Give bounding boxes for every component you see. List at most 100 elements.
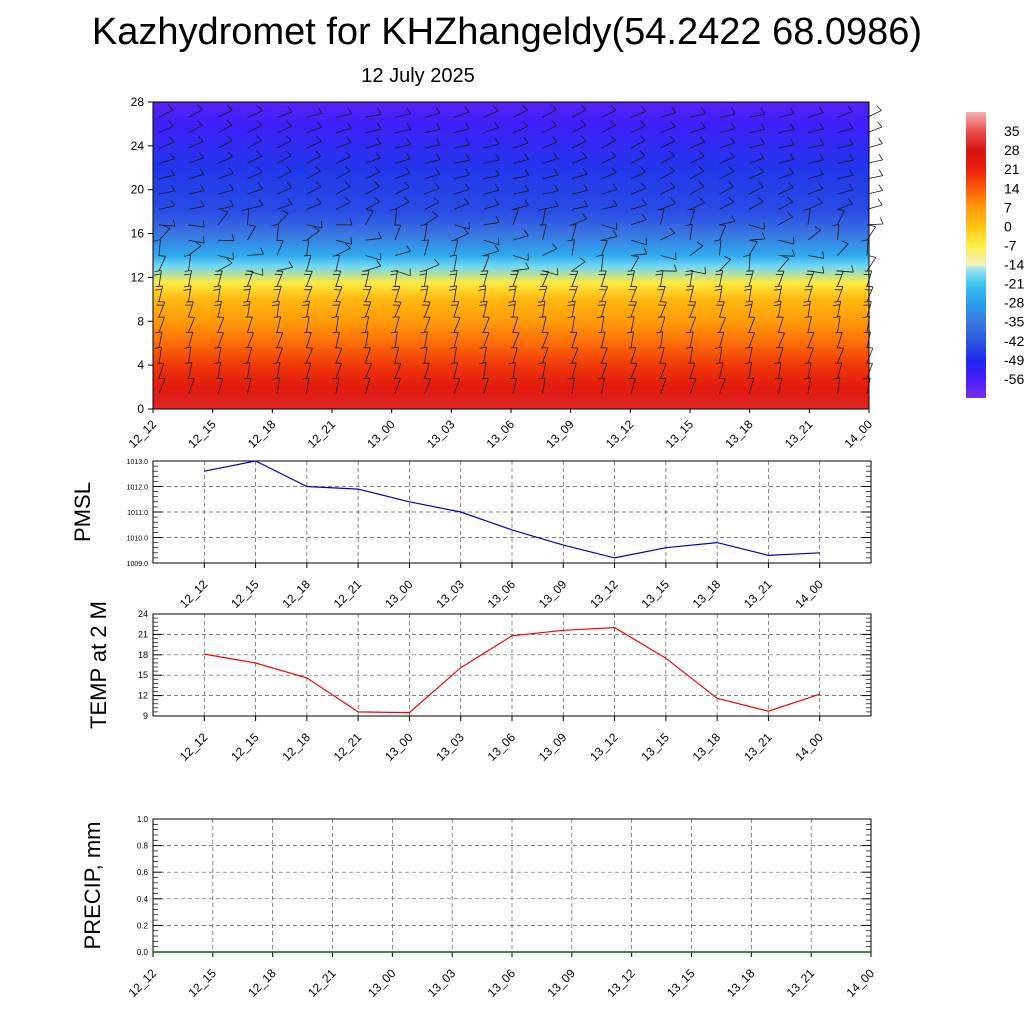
wind-barb <box>864 285 874 302</box>
wind-barb <box>719 181 734 195</box>
wind-barb <box>217 135 233 149</box>
wind-barb <box>333 285 343 302</box>
colorbar-label: 21 <box>1004 161 1020 177</box>
wind-barb <box>306 136 322 149</box>
wind-barb <box>390 270 398 287</box>
wind-barb <box>601 167 617 180</box>
wind-barb <box>483 237 500 246</box>
wind-barb <box>449 346 457 363</box>
wind-barb <box>185 362 193 379</box>
wind-barb <box>365 152 381 164</box>
wind-barb <box>567 316 575 333</box>
wind-barb <box>365 181 380 195</box>
wind-barb <box>660 198 676 210</box>
wind-barb <box>837 105 853 118</box>
wind-barb <box>453 183 470 195</box>
wind-barb <box>453 168 470 180</box>
y-tick-label: 1009.0 <box>127 561 149 568</box>
wind-barb <box>423 378 431 394</box>
wind-barb <box>393 362 402 379</box>
wind-barb <box>689 241 704 256</box>
y-tick-label: 1011.0 <box>127 510 148 517</box>
wind-barb <box>158 120 174 134</box>
wind-barb <box>306 121 322 134</box>
wind-barb <box>542 104 557 118</box>
wind-barb <box>362 377 371 394</box>
wind-barb <box>773 285 783 302</box>
wind-barb <box>188 199 205 210</box>
wind-barb <box>335 136 352 149</box>
wind-barb <box>276 210 289 226</box>
wind-barb <box>247 183 263 195</box>
x-tick-label: 13_00 <box>364 417 398 451</box>
wind-barb <box>689 121 706 134</box>
wind-barb <box>778 123 795 134</box>
wind-barb <box>244 347 253 364</box>
wind-barb <box>567 377 575 394</box>
wind-barb <box>483 105 499 118</box>
wind-barb <box>450 362 458 379</box>
wind-barb <box>837 183 854 195</box>
wind-barb <box>153 270 162 287</box>
wind-barb <box>630 255 640 271</box>
wind-barb <box>303 362 312 379</box>
x-tick-label: 13_03 <box>433 577 467 611</box>
wind-barb <box>187 316 195 333</box>
wind-barb <box>778 167 794 180</box>
wind-barb <box>835 331 843 348</box>
wind-barb <box>542 268 559 276</box>
wind-barb <box>424 168 441 180</box>
wind-barb <box>391 347 399 363</box>
wind-barb <box>807 168 824 180</box>
x-tick-label: 12_21 <box>331 577 365 611</box>
wind-barb <box>247 166 263 180</box>
wind-barb <box>512 262 530 272</box>
y-tick-label: 0.4 <box>137 895 149 904</box>
wind-barb <box>363 347 371 364</box>
wind-barb <box>156 301 166 318</box>
wind-barb <box>748 123 766 134</box>
wind-barb <box>804 316 812 333</box>
wind-barb <box>541 332 549 348</box>
wind-barb <box>660 106 677 118</box>
wind-barb <box>778 138 795 149</box>
x-tick-label: 13_09 <box>536 730 570 764</box>
x-tick-label: 12_12 <box>177 577 211 611</box>
y-tick-label: 18 <box>138 650 148 660</box>
wind-barb <box>660 135 676 149</box>
x-tick-label: 12_21 <box>305 966 339 1000</box>
colorbar-label: -42 <box>1004 333 1024 349</box>
wind-barb <box>748 137 765 149</box>
wind-barb <box>335 243 351 256</box>
colorbar-label: 7 <box>1004 199 1012 215</box>
wind-barb <box>684 270 693 287</box>
wind-barb <box>450 301 460 318</box>
wind-barb <box>420 331 428 348</box>
wind-barb <box>276 166 292 180</box>
wind-barb <box>154 285 163 302</box>
wind-barb <box>837 138 854 149</box>
wind-barb <box>542 152 559 164</box>
temp-line <box>204 626 820 714</box>
wind-barb <box>656 331 664 348</box>
wind-barb <box>571 199 589 210</box>
wind-barb <box>365 231 382 241</box>
wind-barb <box>394 107 411 118</box>
wind-barb <box>335 122 352 134</box>
wind-barb <box>778 196 793 210</box>
wind-barb <box>216 316 225 333</box>
wind-barb <box>748 196 764 210</box>
wind-barb <box>483 121 499 134</box>
wind-barb <box>511 209 519 225</box>
wind-barb <box>807 138 825 149</box>
wind-barb <box>748 232 766 241</box>
wind-barb <box>630 150 646 164</box>
wind-barb <box>420 346 428 363</box>
wind-barb <box>745 346 753 363</box>
wind-barb <box>335 237 352 245</box>
wind-barb <box>687 362 696 379</box>
wind-barb <box>449 254 458 271</box>
wind-barb <box>453 106 470 118</box>
wind-barb <box>775 347 784 364</box>
wind-barb <box>597 377 605 394</box>
